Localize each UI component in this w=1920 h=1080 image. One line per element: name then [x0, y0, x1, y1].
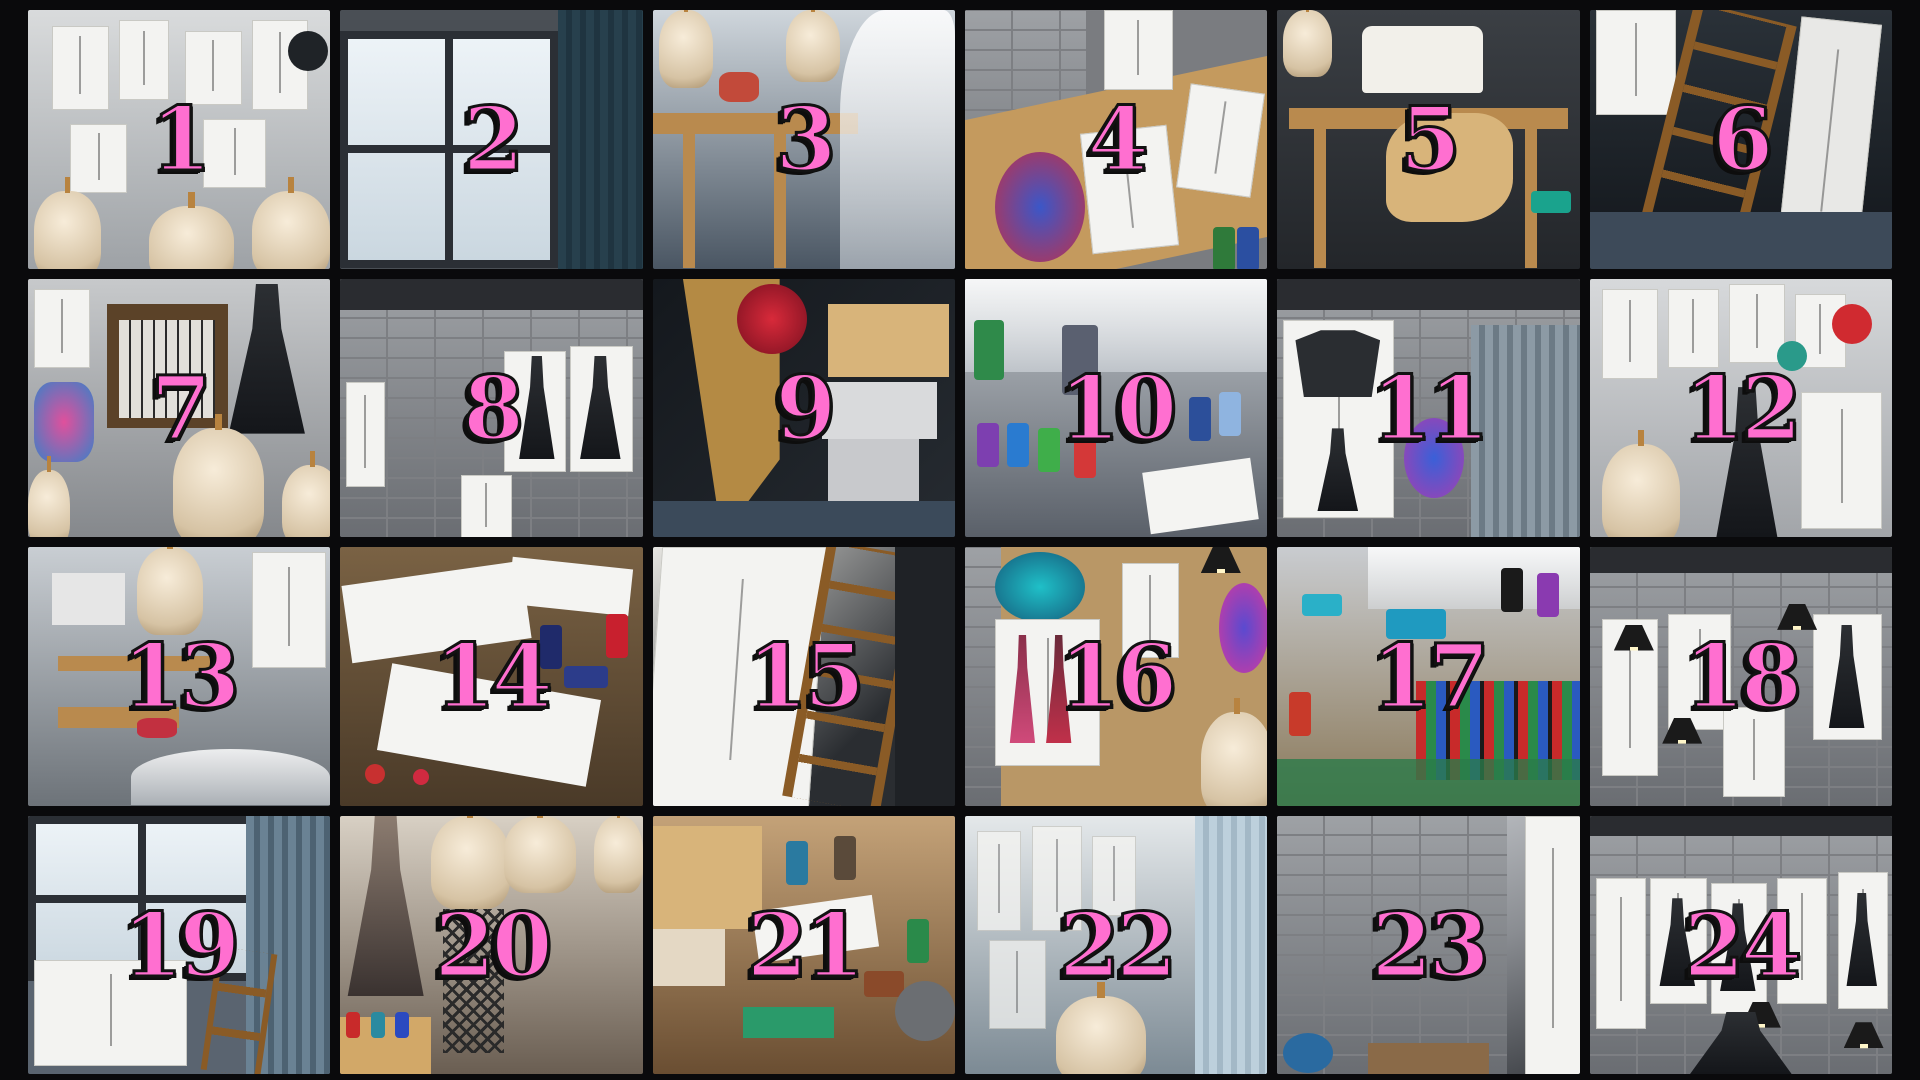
tile-12[interactable]: 12 — [1589, 278, 1892, 537]
brick-wall-with-hanging-lamps-image — [1589, 547, 1892, 806]
corkboard-with-gown-sketches-image — [965, 547, 1268, 806]
messy-workbench-image — [652, 816, 955, 1075]
worktable-with-tulle-gown-image — [652, 10, 955, 269]
tile-16[interactable]: 16 — [965, 547, 1268, 806]
tile-number: 12 — [1682, 355, 1803, 460]
mannequins-and-thread-box-image — [340, 815, 643, 1075]
tile-24[interactable]: 24 — [1589, 815, 1892, 1074]
thread-spools-on-table-image — [965, 278, 1268, 538]
sketch-wall-with-mannequins-image — [28, 10, 331, 269]
tile-15[interactable]: 15 — [652, 547, 955, 806]
tile-number: 15 — [745, 624, 866, 729]
sewing-machine-desk-image — [1277, 10, 1579, 269]
sketches-and-ladder-image — [652, 547, 955, 806]
tile-number: 21 — [745, 892, 866, 997]
tile-number: 7 — [149, 355, 213, 460]
tile-number: 6 — [1711, 87, 1775, 192]
tile-23[interactable]: 23 — [1277, 815, 1580, 1074]
tile-21[interactable]: 21 — [652, 815, 955, 1075]
ladder-against-canvas-image — [1589, 10, 1892, 269]
tile-10[interactable]: 10 — [965, 278, 1268, 538]
tile-number: 16 — [1057, 624, 1178, 729]
tile-number: 2 — [461, 87, 525, 192]
tile-22[interactable]: 22 — [965, 815, 1268, 1074]
tile-number: 1 — [149, 87, 213, 192]
tile-number: 14 — [433, 624, 554, 729]
papers-and-spools-on-floor-image — [340, 547, 642, 806]
window-with-curtain-image — [340, 10, 643, 269]
tile-number: 4 — [1086, 87, 1150, 192]
tile-8[interactable]: 8 — [340, 278, 643, 537]
tile-number: 19 — [120, 892, 241, 997]
tile-20[interactable]: 20 — [340, 815, 643, 1075]
tile-number: 8 — [461, 355, 525, 460]
tile-17[interactable]: 17 — [1277, 547, 1580, 806]
tile-2[interactable]: 2 — [340, 10, 643, 269]
puzzle-grid: 1 2 3 4 — [28, 10, 1892, 1074]
colorful-spools-on-table-image — [1277, 547, 1580, 806]
tile-number: 24 — [1682, 892, 1803, 997]
tile-1[interactable]: 1 — [28, 10, 331, 269]
tile-13[interactable]: 13 — [28, 547, 331, 806]
brick-wall-corner-image — [1277, 815, 1580, 1074]
tile-number: 10 — [1057, 355, 1178, 460]
hazy-sketch-wall-with-mannequin-image — [965, 815, 1268, 1074]
bookshelf-and-mannequins-image — [28, 279, 331, 537]
tile-number: 11 — [1370, 355, 1491, 460]
brick-wall-with-garments-image — [1277, 278, 1580, 537]
tile-3[interactable]: 3 — [652, 10, 955, 269]
tile-number: 13 — [120, 624, 241, 729]
tile-number: 9 — [774, 355, 838, 460]
tile-7[interactable]: 7 — [28, 278, 331, 537]
tile-number: 23 — [1370, 892, 1491, 997]
tile-9[interactable]: 9 — [652, 278, 955, 537]
cluttered-studio-with-easel-image — [28, 547, 331, 806]
tile-11[interactable]: 11 — [1277, 278, 1580, 537]
tile-number: 22 — [1057, 892, 1178, 997]
tile-14[interactable]: 14 — [340, 547, 643, 806]
brick-wall-gown-sketches-image — [1589, 815, 1892, 1074]
tile-number: 18 — [1682, 624, 1803, 729]
sketch-wall-with-poms-image — [1590, 279, 1892, 537]
tile-6[interactable]: 6 — [1589, 10, 1892, 269]
brick-wall-dress-sketches-image — [340, 278, 643, 537]
tile-number: 17 — [1370, 624, 1491, 729]
tile-19[interactable]: 19 — [28, 815, 331, 1074]
tile-4[interactable]: 4 — [965, 10, 1268, 269]
tile-18[interactable]: 18 — [1589, 547, 1892, 806]
tile-number: 20 — [433, 892, 554, 997]
dark-corner-with-boxes-image — [652, 278, 955, 537]
tile-number: 3 — [774, 87, 838, 192]
tile-5[interactable]: 5 — [1277, 10, 1580, 269]
window-and-easel-image — [28, 815, 331, 1074]
tile-number: 5 — [1398, 87, 1462, 192]
corkboard-with-sketches-image — [965, 10, 1268, 269]
